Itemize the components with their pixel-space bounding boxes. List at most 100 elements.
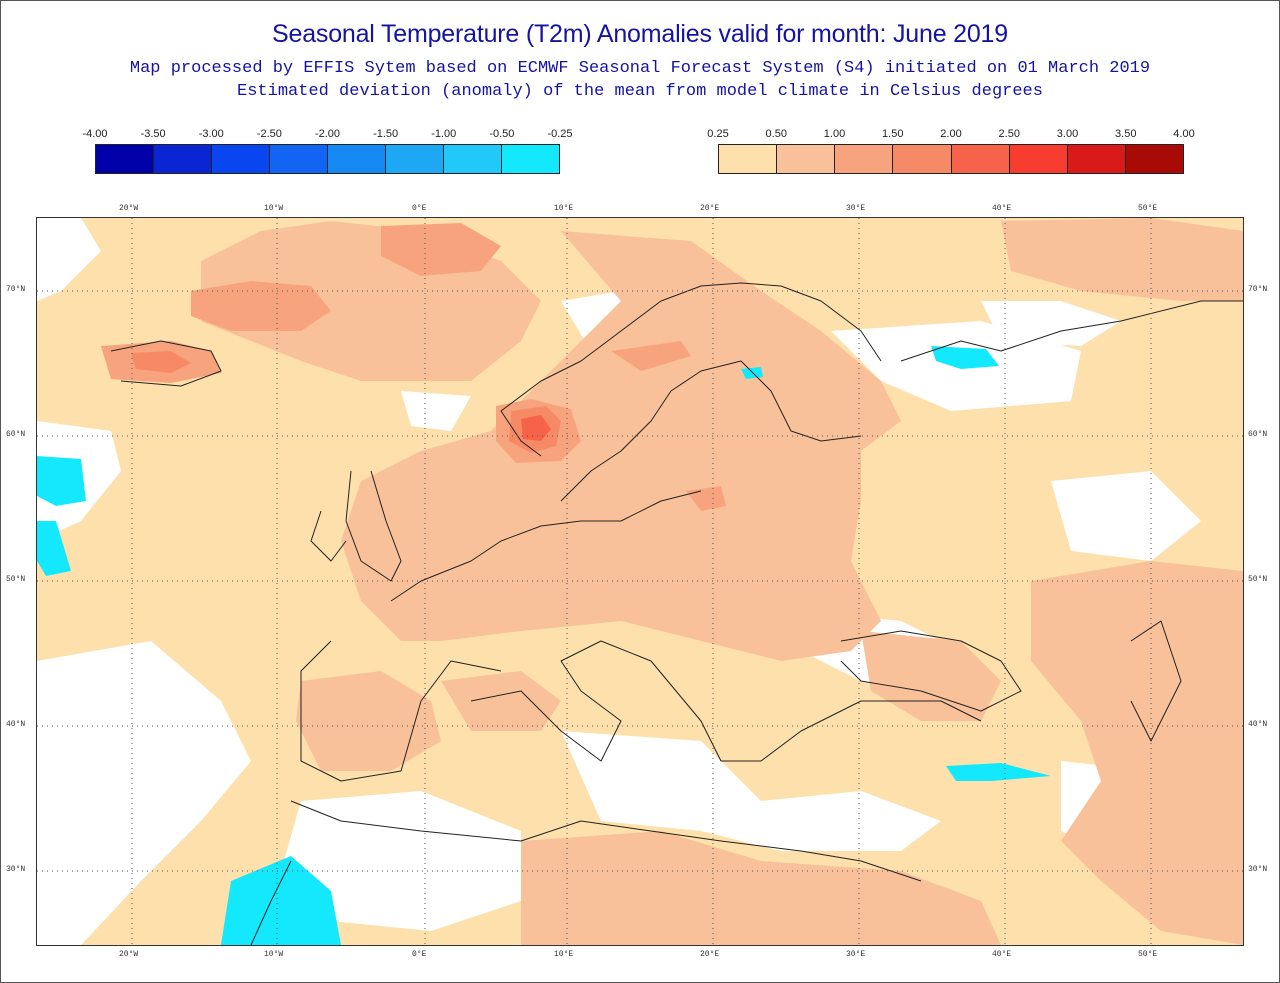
graticule [37, 218, 1243, 945]
axis-label: 40°E [992, 204, 1012, 213]
legend-swatch [444, 145, 502, 173]
coastline-baltic [560, 360, 862, 502]
coastline-arctic [900, 300, 1243, 362]
neutral-region [561, 731, 941, 851]
axis-label: 30°E [846, 204, 866, 213]
anomaly-region-neg-0-25 [946, 763, 1051, 781]
axis-label: 70°N [6, 285, 26, 294]
coastline-ireland [310, 510, 347, 562]
legend-swatch [893, 145, 952, 173]
axis-label: 0°E [412, 204, 427, 213]
legend-tick-label: 1.00 [823, 128, 846, 140]
axis-label: 40°N [1248, 720, 1268, 729]
legend-negative-ticks: -4.00 -3.50 -3.00 -2.50 -2.00 -1.50 -1.00 -0.50… [82, 128, 572, 144]
anomaly-region-neg-0-25 [221, 856, 341, 945]
axis-label: 10°E [554, 204, 574, 213]
axis-label: 0°E [412, 950, 427, 959]
legend-tick-label: 0.50 [765, 128, 787, 140]
axis-label: 30°N [6, 865, 26, 874]
legend-tick-label: -3.50 [140, 128, 166, 140]
coastline-north-sea [390, 490, 702, 602]
axis-label: 20°W [119, 950, 139, 959]
legend-tick-label: 2.00 [940, 128, 962, 140]
legend-tick-label: 3.50 [1115, 128, 1137, 140]
coastline-north-africa [290, 800, 922, 882]
subtitle-processing: Map processed by EFFIS Sytem based on EC… [129, 59, 1151, 78]
legend-tick-label: -0.50 [489, 128, 515, 140]
coastline-iberia [300, 640, 502, 782]
axis-label: 20°E [700, 950, 720, 959]
legend-tick-label: -1.50 [373, 128, 399, 140]
legend-swatch [270, 145, 328, 173]
axis-label: 50°E [1138, 950, 1158, 959]
axis-label: 20°E [700, 204, 720, 213]
anomaly-region-0-50 [341, 231, 901, 661]
legend-positive-bar [718, 144, 1184, 174]
subtitle-units: Estimated deviation (anomaly) of the mea… [237, 82, 1043, 101]
anomaly-fills [37, 218, 1243, 945]
anomaly-region-neg-0-25 [741, 367, 763, 379]
legend-tick-label: -0.25 [547, 128, 573, 140]
neutral-region [37, 218, 101, 301]
anomaly-region-1-00 [381, 223, 501, 276]
legend-swatch [328, 145, 386, 173]
axis-label: 30°N [1248, 865, 1268, 874]
anomaly-region-0-50 [521, 831, 1001, 945]
legend-swatch [951, 145, 1010, 173]
axis-label: 70°N [1248, 285, 1268, 294]
anomaly-region-neg-0-25 [37, 456, 86, 506]
neutral-region [401, 391, 471, 431]
anomaly-region-1-00 [611, 341, 691, 371]
coastline-caspian [1130, 620, 1182, 742]
anomaly-region-2-00 [521, 415, 551, 441]
axis-label: 50°N [6, 575, 26, 584]
axis-label: 50°E [1138, 204, 1158, 213]
axis-label: 60°N [1248, 430, 1268, 439]
anomaly-region-0-50 [441, 671, 561, 731]
anomaly-region-1-50 [131, 351, 191, 373]
legend-tick-label: 4.00 [1173, 128, 1195, 140]
legend-tick-label: -2.50 [256, 128, 282, 140]
anomaly-map-canvas [37, 218, 1243, 945]
page-title: Seasonal Temperature (T2m) Anomalies val… [272, 20, 1008, 48]
coastline-mediterranean-north [470, 640, 982, 762]
legend-swatch [154, 145, 212, 173]
legend-swatch [386, 145, 444, 173]
legend-swatch [835, 145, 894, 173]
legend-tick-label: -4.00 [82, 128, 108, 140]
legend-swatch [96, 145, 154, 173]
anomaly-region-neg-0-25 [37, 521, 71, 576]
axis-label: 40°N [6, 720, 26, 729]
axis-label: 10°E [554, 950, 574, 959]
legend-negative-bar [95, 144, 560, 174]
axis-label: 30°E [846, 950, 866, 959]
legend-tick-label: -1.00 [431, 128, 457, 140]
legend-swatch [777, 145, 836, 173]
legend-swatch [719, 145, 778, 173]
coastline-west-africa [250, 860, 292, 945]
legend-swatch [1125, 145, 1183, 173]
anomaly-region-0-50 [1001, 218, 1243, 301]
anomaly-region-0-50 [1031, 561, 1243, 945]
legend-negative: -4.00 -3.50 -3.00 -2.50 -2.00 -1.50 -1.00 -0.50… [82, 128, 573, 174]
coastline-black-sea [840, 630, 1022, 712]
axis-label: 50°N [1248, 575, 1268, 584]
neutral-region [281, 791, 521, 931]
anomaly-region-neg-0-25 [931, 346, 999, 369]
legend-tick-label: -2.00 [314, 128, 341, 140]
legend-swatch [1067, 145, 1126, 173]
anomaly-region-0-50 [861, 631, 1001, 721]
legend-swatch [502, 145, 559, 173]
anomaly-region-0-50 [296, 671, 441, 771]
axis-label: 60°N [6, 430, 26, 439]
neutral-region [1051, 471, 1201, 561]
legend-positive-ticks: 0.25 0.50 1.00 1.50 2.00 2.50 3.00 3.50 4.00 [707, 128, 1194, 144]
legend-tick-label: 3.00 [1056, 128, 1079, 140]
legend-tick-label: 1.50 [882, 128, 904, 140]
anomaly-map [36, 217, 1244, 946]
axis-label: 10°W [264, 204, 284, 213]
anomaly-region-1-00 [191, 281, 331, 331]
legend-tick-label: -3.00 [198, 128, 224, 140]
legend-tick-label: 2.50 [998, 128, 1020, 140]
axis-label: 40°E [992, 950, 1012, 959]
